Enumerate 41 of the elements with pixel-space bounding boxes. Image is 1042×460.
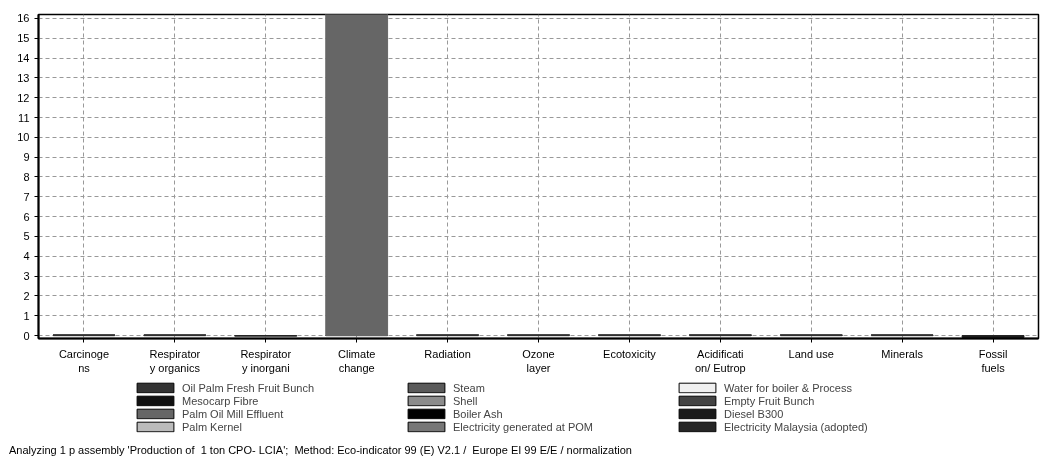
legend-label: Water for boiler & Process — [724, 381, 853, 394]
y-tick-label: 13 — [17, 71, 30, 84]
x-tick-label: Radiation — [424, 347, 471, 360]
legend-label: Empty Fruit Bunch — [724, 394, 816, 407]
legend-label: Electricity generated at POM — [453, 420, 594, 433]
x-tick-label: Carcinoge ns — [58, 347, 110, 374]
y-tick-label: 16 — [17, 12, 30, 25]
text: Analyzing 1 p assembly 'Production of 1 ton CPO- LCIA'; Method: Eco-indicator 99 (E) V2.1 / Europe EI 99 E/E / normalization — [9, 443, 632, 458]
y-tick-label: 9 — [23, 151, 30, 164]
legend-label: Diesel B300 — [724, 407, 785, 420]
legend-label: Palm Oil Mill Effluent — [182, 407, 285, 420]
x-tick-label: Ozone layer — [522, 347, 555, 374]
x-tick-label: Minerals — [881, 347, 924, 360]
y-tick-label: 7 — [23, 190, 30, 203]
legend-label: Boiler Ash — [453, 407, 504, 420]
legend-label: Electricity Malaysia (adopted) — [724, 420, 869, 433]
legend-label: Steam — [453, 381, 486, 394]
x-tick-label: Acidificati on/ Eutrop — [694, 347, 746, 374]
x-tick-label: Land use — [788, 347, 834, 360]
y-tick-label: 10 — [17, 131, 30, 144]
y-tick-label: 15 — [17, 32, 30, 45]
y-tick-label: 14 — [17, 52, 30, 65]
x-tick-label: Fossil fuels — [978, 347, 1008, 374]
y-tick-label: 2 — [23, 289, 30, 302]
y-tick-label: 12 — [17, 91, 30, 104]
y-tick-label: 4 — [23, 250, 30, 263]
y-tick-label: 6 — [23, 210, 30, 223]
y-tick-label: 1 — [23, 309, 30, 322]
legend-label: Mesocarp Fibre — [182, 394, 260, 407]
y-tick-label: 8 — [23, 171, 30, 183]
x-tick-label: Ecotoxicity — [603, 347, 657, 360]
legend-label: Shell — [453, 394, 479, 407]
x-tick-label: Climate change — [338, 347, 376, 374]
y-tick-label: 0 — [23, 329, 30, 342]
legend-label: Palm Kernel — [182, 420, 243, 433]
y-tick-label: 5 — [23, 230, 30, 243]
y-tick-label: 11 — [18, 111, 30, 124]
legend-label: Oil Palm Fresh Fruit Bunch — [182, 381, 316, 394]
x-tick-label: Respirator y organics — [149, 347, 201, 374]
y-tick-label: 3 — [23, 270, 30, 283]
x-tick-label: Respirator y inorgani — [240, 347, 292, 374]
